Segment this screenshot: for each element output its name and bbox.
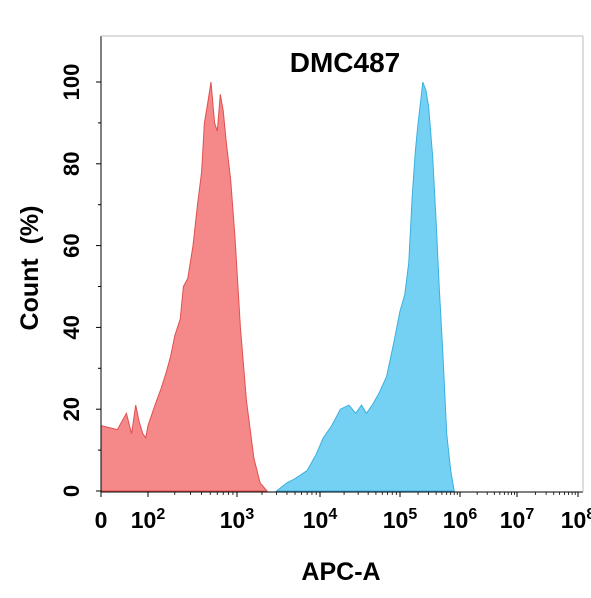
y-tick-label: 60 (59, 233, 84, 257)
y-tick-label: 40 (59, 315, 84, 339)
y-axis-label: Count (%) (16, 206, 44, 331)
ticks-group: 0 20 40 60 80 100 0 102 103 104 105 106 107 108 (59, 64, 591, 533)
y-tick-label: 20 (59, 397, 84, 421)
x-tick-label: 106 (443, 506, 478, 533)
x-tick-label: 104 (303, 506, 338, 533)
y-tick-label: 0 (59, 485, 84, 497)
x-tick-label: 102 (131, 506, 166, 533)
y-tick-label: 80 (59, 152, 84, 176)
y-tick-label: 100 (59, 64, 84, 101)
chart-title: DMC487 (290, 47, 400, 78)
series-group (100, 81, 455, 492)
x-axis-label: APC-A (301, 558, 380, 586)
x-tick-label: 0 (95, 507, 108, 533)
x-tick-label: 108 (561, 506, 591, 533)
x-tick-label: 105 (383, 506, 418, 533)
series-area-1 (275, 81, 455, 492)
x-tick-label: 103 (220, 506, 255, 533)
series-area-0 (100, 81, 269, 492)
axes-group (100, 35, 584, 493)
x-tick-label: 107 (500, 506, 535, 533)
